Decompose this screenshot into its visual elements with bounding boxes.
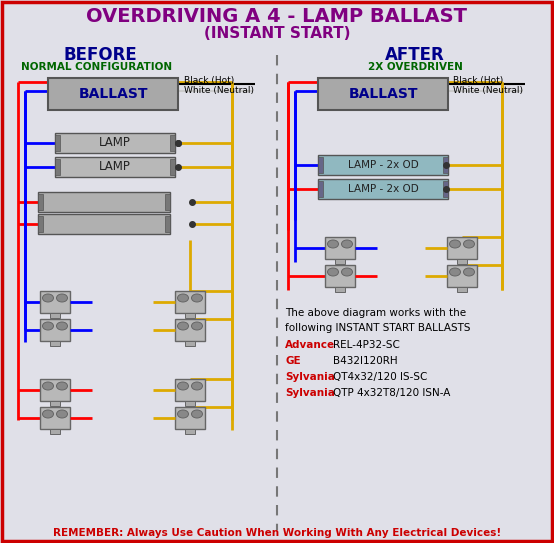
Ellipse shape bbox=[57, 410, 68, 418]
Bar bbox=[40, 379, 70, 401]
Bar bbox=[55, 135, 60, 151]
Ellipse shape bbox=[192, 382, 203, 390]
Bar bbox=[318, 78, 448, 110]
Text: OVERDRIVING A 4 - LAMP BALLAST: OVERDRIVING A 4 - LAMP BALLAST bbox=[86, 7, 468, 26]
Bar bbox=[165, 194, 170, 210]
Ellipse shape bbox=[327, 268, 338, 276]
Bar bbox=[170, 159, 175, 175]
Ellipse shape bbox=[43, 294, 54, 302]
Text: NORMAL CONFIGURATION: NORMAL CONFIGURATION bbox=[22, 62, 172, 72]
Text: (INSTANT START): (INSTANT START) bbox=[204, 27, 350, 41]
Text: BALLAST: BALLAST bbox=[348, 87, 418, 101]
Bar bbox=[185, 401, 195, 406]
Bar bbox=[55, 159, 60, 175]
Bar bbox=[38, 194, 43, 210]
Bar bbox=[38, 216, 43, 232]
Bar bbox=[165, 216, 170, 232]
Ellipse shape bbox=[449, 240, 460, 248]
Bar bbox=[457, 259, 467, 264]
Bar bbox=[50, 341, 60, 346]
Bar bbox=[55, 157, 175, 177]
Bar bbox=[48, 78, 178, 110]
Text: Black (Hot): Black (Hot) bbox=[453, 77, 503, 85]
Ellipse shape bbox=[341, 268, 352, 276]
Bar bbox=[55, 133, 175, 153]
Text: B432I120RH: B432I120RH bbox=[333, 356, 398, 366]
Bar bbox=[40, 319, 70, 341]
Bar bbox=[38, 214, 170, 234]
Bar bbox=[325, 265, 355, 287]
Ellipse shape bbox=[57, 322, 68, 330]
Bar bbox=[175, 379, 205, 401]
Text: 2X OVERDRIVEN: 2X OVERDRIVEN bbox=[367, 62, 463, 72]
Ellipse shape bbox=[57, 382, 68, 390]
Text: QTP 4x32T8/120 ISN-A: QTP 4x32T8/120 ISN-A bbox=[333, 388, 450, 398]
Ellipse shape bbox=[177, 294, 188, 302]
Text: LAMP: LAMP bbox=[99, 136, 131, 149]
Ellipse shape bbox=[43, 410, 54, 418]
Text: REL-4P32-SC: REL-4P32-SC bbox=[333, 340, 400, 350]
Bar bbox=[40, 291, 70, 313]
Text: Sylvania: Sylvania bbox=[285, 388, 335, 398]
Text: REMEMBER: Always Use Caution When Working With Any Electrical Devices!: REMEMBER: Always Use Caution When Workin… bbox=[53, 528, 501, 538]
Bar bbox=[50, 313, 60, 318]
Text: AFTER: AFTER bbox=[385, 46, 445, 64]
Text: QT4x32/120 IS-SC: QT4x32/120 IS-SC bbox=[333, 372, 427, 382]
Text: LAMP - 2x OD: LAMP - 2x OD bbox=[347, 160, 418, 170]
Bar bbox=[325, 237, 355, 259]
Ellipse shape bbox=[192, 294, 203, 302]
Text: LAMP: LAMP bbox=[99, 161, 131, 174]
Ellipse shape bbox=[192, 322, 203, 330]
Ellipse shape bbox=[192, 410, 203, 418]
Bar bbox=[447, 265, 477, 287]
Bar bbox=[40, 407, 70, 429]
Bar bbox=[185, 429, 195, 434]
Bar bbox=[50, 429, 60, 434]
Ellipse shape bbox=[464, 268, 474, 276]
Ellipse shape bbox=[327, 240, 338, 248]
Bar bbox=[443, 157, 448, 173]
Bar bbox=[170, 135, 175, 151]
Bar bbox=[457, 287, 467, 292]
Ellipse shape bbox=[341, 240, 352, 248]
Bar bbox=[335, 287, 345, 292]
Ellipse shape bbox=[464, 240, 474, 248]
Bar bbox=[443, 181, 448, 197]
Bar bbox=[447, 237, 477, 259]
Bar bbox=[175, 291, 205, 313]
Bar bbox=[335, 259, 345, 264]
Bar bbox=[175, 407, 205, 429]
Text: LAMP - 2x OD: LAMP - 2x OD bbox=[347, 184, 418, 194]
Text: White (Neutral): White (Neutral) bbox=[453, 85, 523, 94]
Bar bbox=[38, 192, 170, 212]
Bar bbox=[185, 313, 195, 318]
Text: Advance: Advance bbox=[285, 340, 335, 350]
Bar bbox=[175, 319, 205, 341]
Text: Sylvania: Sylvania bbox=[285, 372, 335, 382]
Ellipse shape bbox=[177, 382, 188, 390]
Bar bbox=[50, 401, 60, 406]
Bar bbox=[318, 157, 323, 173]
Ellipse shape bbox=[57, 294, 68, 302]
Bar bbox=[318, 181, 323, 197]
Text: GE: GE bbox=[285, 356, 301, 366]
Text: White (Neutral): White (Neutral) bbox=[184, 85, 254, 94]
Ellipse shape bbox=[177, 410, 188, 418]
Text: BALLAST: BALLAST bbox=[78, 87, 148, 101]
Text: The above diagram works with the
following INSTANT START BALLASTS: The above diagram works with the followi… bbox=[285, 308, 470, 333]
Bar bbox=[185, 341, 195, 346]
Ellipse shape bbox=[43, 322, 54, 330]
Ellipse shape bbox=[43, 382, 54, 390]
Bar bbox=[318, 179, 448, 199]
Ellipse shape bbox=[449, 268, 460, 276]
Text: BEFORE: BEFORE bbox=[63, 46, 137, 64]
Bar bbox=[318, 155, 448, 175]
Text: Black (Hot): Black (Hot) bbox=[184, 77, 234, 85]
Ellipse shape bbox=[177, 322, 188, 330]
